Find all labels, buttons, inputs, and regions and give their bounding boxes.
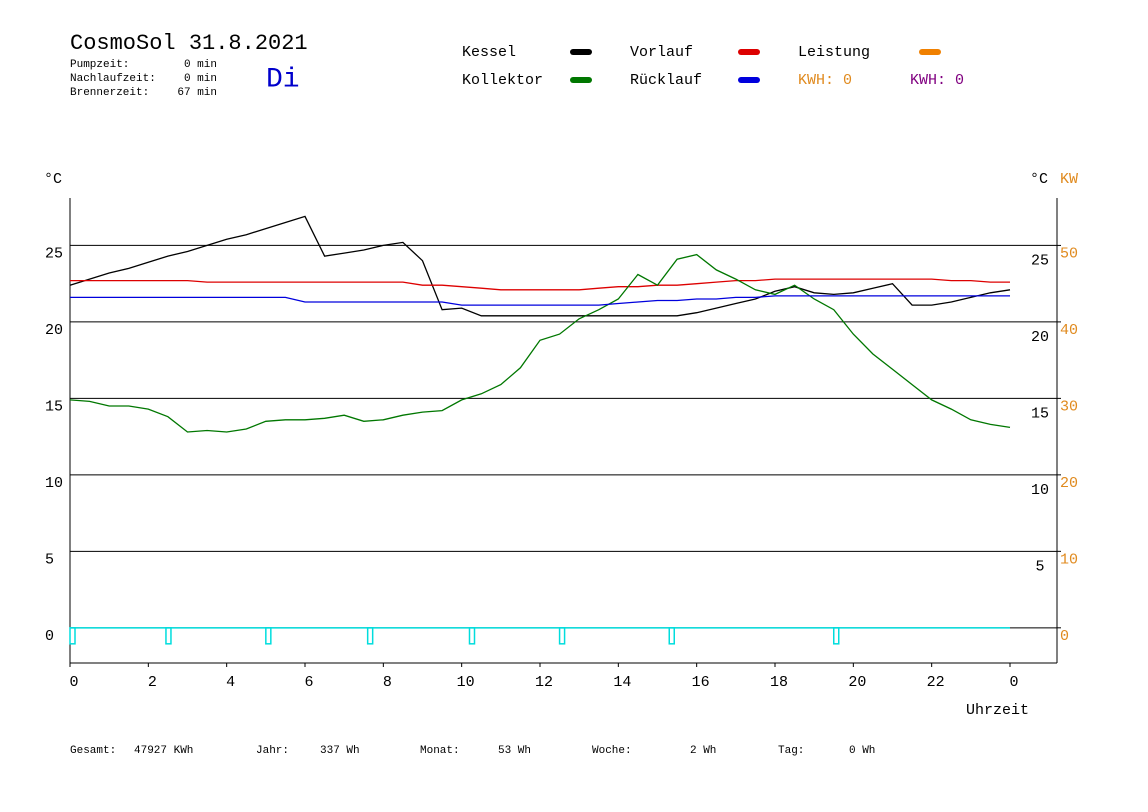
y-right-tick-label: 10 xyxy=(1031,482,1049,499)
pump-pulse xyxy=(468,627,476,645)
pump-pulse xyxy=(165,627,172,645)
legend-label: Leistung xyxy=(798,44,870,61)
y-tick-label: 0 xyxy=(45,628,54,645)
y2-unit-label: °C xyxy=(1030,171,1048,188)
legend-label: Kessel xyxy=(462,44,516,61)
series-line xyxy=(69,253,1011,433)
y2-tick-label: 50 xyxy=(1060,245,1078,262)
footer-label: Monat: xyxy=(420,745,460,757)
x-tick-label: 16 xyxy=(692,674,710,691)
stat-value: 0 min xyxy=(184,73,217,85)
y2-tick-label: 0 xyxy=(1060,628,1069,645)
series-line xyxy=(70,278,1010,291)
chart-title: CosmoSol 31.8.2021 xyxy=(70,31,308,56)
y2-tick-label: 10 xyxy=(1060,551,1078,568)
y-tick-label: 20 xyxy=(45,322,63,339)
x-tick-label: 22 xyxy=(927,674,945,691)
y-tick-label: 15 xyxy=(45,398,63,415)
footer-label: Tag: xyxy=(778,745,804,757)
x-tick-label: 4 xyxy=(226,674,235,691)
x-tick-label: 6 xyxy=(304,674,313,691)
footer-value: 0 Wh xyxy=(849,745,875,757)
stat-label: Brennerzeit: xyxy=(70,87,149,99)
y-tick-label: 10 xyxy=(45,475,63,492)
x-tick-label: 14 xyxy=(613,674,631,691)
y2-tick-label: 40 xyxy=(1060,322,1078,339)
x-tick-label: 8 xyxy=(383,674,392,691)
legend-label: Vorlauf xyxy=(630,44,693,61)
y-tick-label: 5 xyxy=(45,551,54,568)
x-tick-label: 2 xyxy=(148,674,157,691)
y-right-tick-label: 5 xyxy=(1035,558,1044,575)
pump-pulse xyxy=(69,627,76,645)
footer-value: 2 Wh xyxy=(690,745,716,757)
footer-label: Gesamt: xyxy=(70,745,116,757)
y-right-tick-label: 15 xyxy=(1031,405,1049,422)
legend-label: Rücklauf xyxy=(630,72,702,89)
footer-value: 337 Wh xyxy=(320,745,360,757)
x-tick-label: 20 xyxy=(848,674,866,691)
footer-value: 47927 KWh xyxy=(134,745,193,757)
y2-tick-label: 30 xyxy=(1060,398,1078,415)
series-line xyxy=(70,295,1010,306)
y-right-tick-label: 25 xyxy=(1031,252,1049,269)
series-line xyxy=(69,215,1011,317)
kwh-label: KWH: 0 xyxy=(910,72,964,89)
footer-label: Woche: xyxy=(592,745,632,757)
kwh-label: KWH: 0 xyxy=(798,72,852,89)
x-tick-label: 10 xyxy=(457,674,475,691)
y2-axis-label: KW xyxy=(1060,171,1078,188)
y2-tick-label: 20 xyxy=(1060,475,1078,492)
footer-label: Jahr: xyxy=(256,745,289,757)
footer-value: 53 Wh xyxy=(498,745,531,757)
x-tick-label: 12 xyxy=(535,674,553,691)
x-tick-label: 0 xyxy=(69,674,78,691)
y-tick-label: 25 xyxy=(45,245,63,262)
pump-pulse xyxy=(558,627,566,645)
x-tick-label: 18 xyxy=(770,674,788,691)
stat-value: 67 min xyxy=(177,87,217,99)
stat-label: Nachlaufzeit: xyxy=(70,73,156,85)
stat-label: Pumpzeit: xyxy=(70,59,129,71)
pump-pulse xyxy=(668,627,675,645)
pump-pulse xyxy=(366,627,374,645)
day-label: Di xyxy=(266,64,300,95)
stat-value: 0 min xyxy=(184,59,217,71)
pump-pulse xyxy=(265,627,272,645)
legend-label: Kollektor xyxy=(462,72,543,89)
x-tick-label: 0 xyxy=(1009,674,1018,691)
pump-pulse xyxy=(833,627,840,645)
y-axis-label: °C xyxy=(44,171,62,188)
y-right-tick-label: 20 xyxy=(1031,329,1049,346)
x-axis-label: Uhrzeit xyxy=(966,702,1029,719)
